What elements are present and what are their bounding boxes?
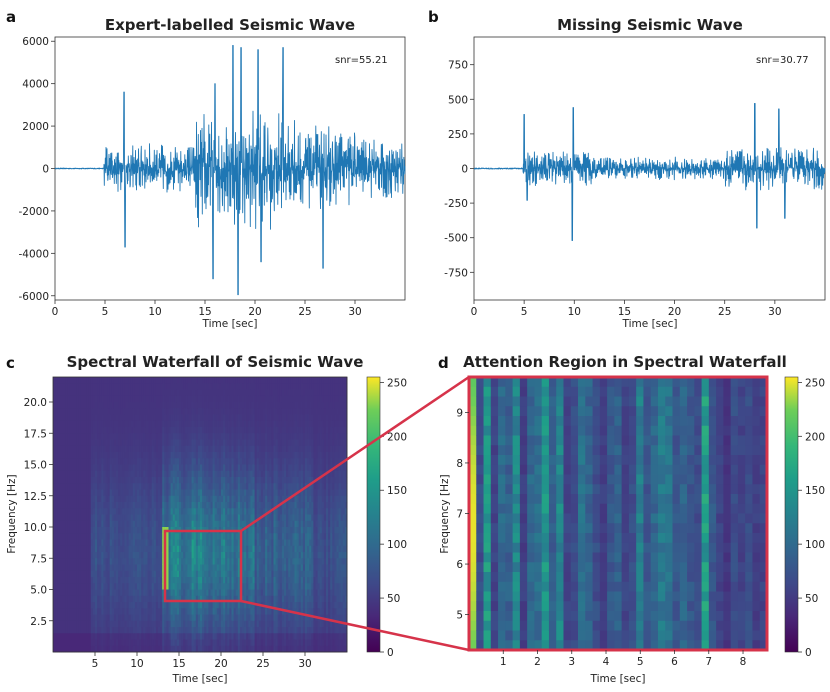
y-tick-label: 4000 (22, 79, 49, 91)
y-tick-label: -750 (444, 267, 468, 279)
x-tick-label: 25 (298, 306, 311, 318)
panel-a-snr-annotation: snr=55.21 (335, 55, 388, 66)
x-tick-label: 25 (718, 306, 731, 318)
panel-a-label: a (6, 8, 16, 26)
panel-b-snr-annotation: snr=30.77 (756, 55, 809, 66)
panel-b-label: b (428, 8, 439, 26)
y-tick-label: 500 (448, 94, 468, 106)
x-tick-label: 30 (768, 306, 781, 318)
x-tick-label: 0 (52, 306, 59, 318)
y-tick-label: -6000 (18, 291, 49, 303)
y-tick-label: 250 (448, 129, 468, 141)
x-tick-label: 30 (348, 306, 361, 318)
panel-b-xlabel: Time [sec] (622, 318, 678, 330)
panel-a-title: Expert-labelled Seismic Wave (105, 16, 355, 34)
y-tick-label: -4000 (18, 248, 49, 260)
figure: a Expert-labelled Seismic Wave 0 5 10 15 20 2… (0, 0, 830, 692)
x-tick-label: 20 (248, 306, 261, 318)
panel-c-heatmap (53, 377, 347, 652)
x-tick-label: 0 (471, 306, 478, 318)
y-tick-label: -250 (444, 198, 468, 210)
x-tick-label: 5 (521, 306, 528, 318)
panel-c-title: Spectral Waterfall of Seismic Wave (67, 353, 364, 371)
panel-a-xlabel: Time [sec] (202, 318, 258, 330)
y-tick-label: 2000 (22, 121, 49, 133)
y-tick-label: 0 (42, 164, 49, 176)
x-tick-label: 5 (102, 306, 109, 318)
panel-c: c Spectral Waterfall of Seismic Wave 5 10… (6, 353, 407, 685)
panel-c-label: c (6, 354, 15, 372)
x-tick-label: 15 (618, 306, 631, 318)
panel-b-title: Missing Seismic Wave (557, 16, 743, 34)
y-tick-label: -500 (444, 233, 468, 245)
x-tick-label: 10 (148, 306, 161, 318)
panel-a: a Expert-labelled Seismic Wave 0 5 10 15 20 2… (6, 8, 405, 330)
y-tick-label: 0 (461, 164, 468, 176)
y-tick-label: 750 (448, 60, 468, 72)
x-tick-label: 20 (668, 306, 681, 318)
y-tick-label: 6000 (22, 36, 49, 48)
x-tick-label: 15 (198, 306, 211, 318)
y-tick-label: -2000 (18, 206, 49, 218)
x-tick-label: 10 (568, 306, 581, 318)
panel-b: b Missing Seismic Wave 0 5 10 15 20 25 30 -750 -… (428, 8, 825, 330)
